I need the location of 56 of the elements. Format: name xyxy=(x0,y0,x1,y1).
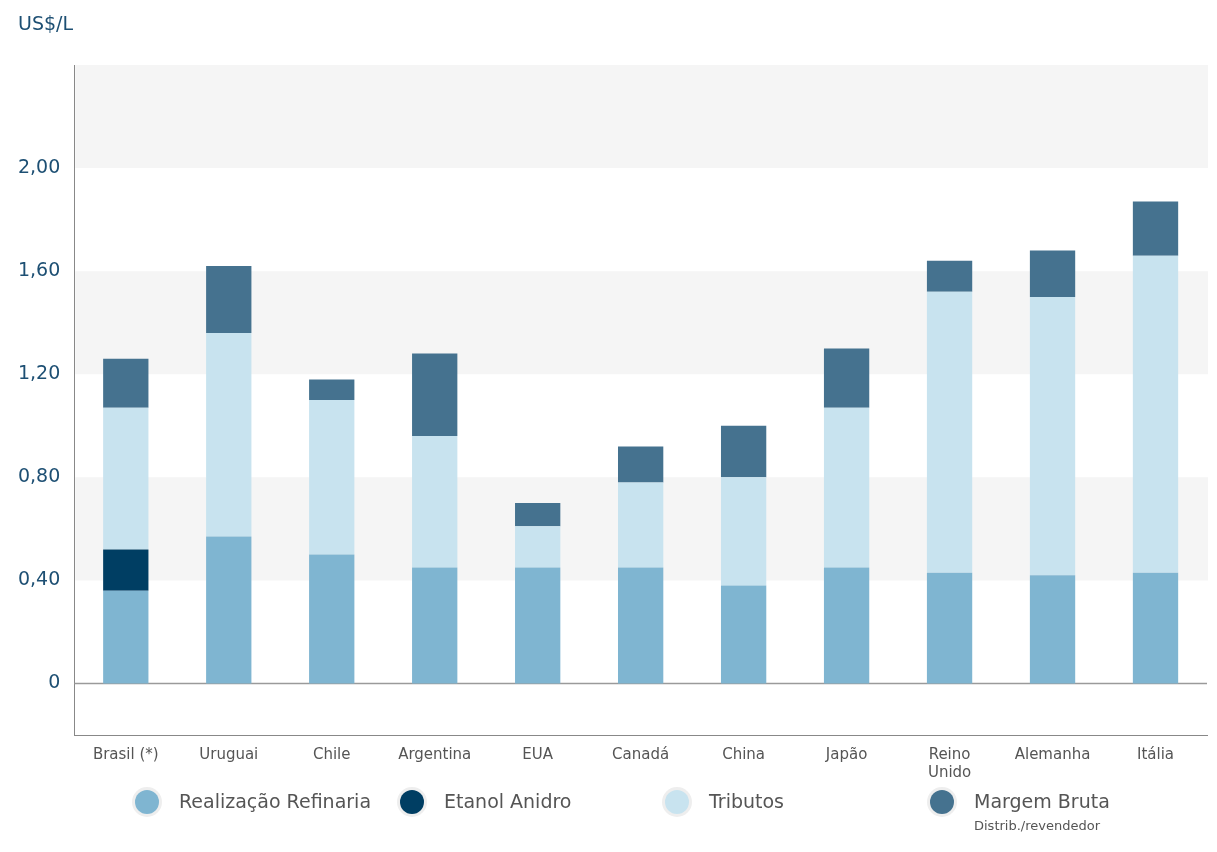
x-tick-label: EUA xyxy=(522,744,554,763)
bar xyxy=(206,266,252,333)
x-tick-label: China xyxy=(722,744,766,763)
x-tick-label: Japão xyxy=(824,744,868,763)
y-tick-label: 2,00 xyxy=(17,155,61,178)
bar xyxy=(618,567,664,684)
x-tick-label: Alemanha xyxy=(1014,744,1091,763)
bar xyxy=(720,425,767,478)
y-tick-label: 0,40 xyxy=(17,567,61,590)
bar xyxy=(412,567,458,684)
bar xyxy=(823,407,870,568)
bar xyxy=(926,260,973,292)
bar xyxy=(823,567,870,684)
bar xyxy=(926,291,973,573)
y-tick-label: 0 xyxy=(48,670,61,693)
bar xyxy=(720,585,767,684)
bar xyxy=(412,353,458,437)
x-tick-label: Itália xyxy=(1137,744,1175,763)
x-tick-label: Chile xyxy=(312,744,351,763)
bar xyxy=(720,477,767,586)
bar xyxy=(1132,572,1179,684)
bar xyxy=(309,379,355,400)
x-tick-label: Brasil (*) xyxy=(92,744,159,763)
bar xyxy=(103,407,149,550)
legend-label: Etanol Anidro xyxy=(444,790,572,812)
bar xyxy=(1132,255,1179,573)
bar xyxy=(926,572,973,684)
bar xyxy=(103,590,149,684)
bar xyxy=(1029,296,1076,576)
bar xyxy=(515,567,561,684)
x-tick-label: Canadá xyxy=(612,744,670,763)
legend-label: Tributos xyxy=(709,790,784,812)
bar xyxy=(1029,250,1076,297)
y-tick-label: 0,80 xyxy=(17,464,61,487)
bar xyxy=(103,358,149,408)
x-tick-label: Reino Unido xyxy=(927,744,972,781)
bar xyxy=(206,333,252,537)
bar xyxy=(618,482,664,568)
y-axis-title: US$/L xyxy=(18,12,74,34)
bar xyxy=(412,436,458,568)
x-tick-label: Argentina xyxy=(398,744,472,763)
bar xyxy=(515,526,561,568)
bar xyxy=(1132,201,1179,256)
bar xyxy=(309,554,355,684)
bar xyxy=(1029,575,1076,684)
y-tick-label: 1,60 xyxy=(17,258,61,281)
legend-label: Realização Refinaria xyxy=(179,790,372,812)
bar xyxy=(618,446,664,483)
legend-label: Margem Bruta Distrib./revendedor xyxy=(974,790,1110,833)
bar xyxy=(823,348,870,408)
bar xyxy=(206,536,252,684)
x-tick-label: Uruguai xyxy=(199,744,259,763)
bar xyxy=(515,503,561,527)
y-tick-label: 1,20 xyxy=(17,361,61,384)
bar xyxy=(103,549,149,591)
bar xyxy=(309,400,355,555)
